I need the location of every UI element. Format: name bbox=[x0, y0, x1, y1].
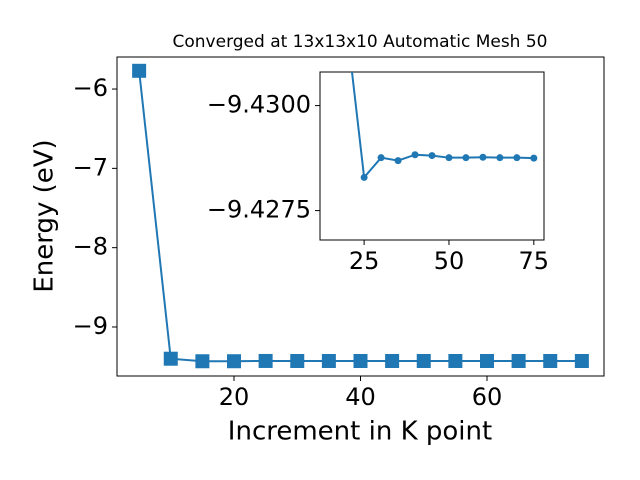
marker bbox=[543, 353, 558, 368]
y-tick-label: −8 bbox=[73, 233, 108, 261]
marker bbox=[385, 353, 400, 368]
marker bbox=[353, 353, 368, 368]
y-tick-label: −7 bbox=[73, 153, 108, 181]
x-tick-label: 20 bbox=[219, 383, 250, 411]
marker bbox=[479, 353, 494, 368]
y-axis-label: Energy (eV) bbox=[30, 139, 60, 292]
marker bbox=[195, 354, 210, 369]
chart-title: Converged at 13x13x10 Automatic Mesh 50 bbox=[173, 32, 548, 52]
marker bbox=[290, 353, 305, 368]
plot-content bbox=[132, 63, 589, 369]
y-tick-label: −9.4275 bbox=[207, 196, 311, 224]
marker bbox=[411, 151, 419, 159]
marker bbox=[530, 154, 538, 162]
x-tick-label: 75 bbox=[519, 247, 550, 275]
x-axis-label: Increment in K point bbox=[228, 417, 492, 447]
marker bbox=[511, 353, 526, 368]
x-tick-label: 60 bbox=[472, 383, 503, 411]
marker bbox=[496, 154, 504, 162]
x-tick-label: 40 bbox=[345, 383, 376, 411]
marker bbox=[428, 152, 436, 160]
x-tick-label: 50 bbox=[434, 247, 465, 275]
y-tick-label: −6 bbox=[73, 74, 108, 102]
marker bbox=[574, 353, 589, 368]
marker bbox=[227, 354, 242, 369]
marker bbox=[416, 353, 431, 368]
x-tick-label: 25 bbox=[349, 247, 380, 275]
marker bbox=[321, 353, 336, 368]
marker bbox=[513, 154, 521, 162]
marker bbox=[462, 154, 470, 162]
marker bbox=[377, 154, 385, 162]
marker bbox=[132, 63, 147, 78]
marker bbox=[163, 351, 178, 366]
marker bbox=[258, 353, 273, 368]
marker bbox=[445, 154, 453, 162]
marker bbox=[448, 353, 463, 368]
plot-content bbox=[350, 72, 538, 181]
marker bbox=[394, 157, 402, 165]
y-tick-label: −9.4300 bbox=[207, 91, 311, 119]
marker bbox=[360, 173, 368, 181]
y-tick-label: −9 bbox=[73, 312, 108, 340]
marker bbox=[479, 153, 487, 161]
